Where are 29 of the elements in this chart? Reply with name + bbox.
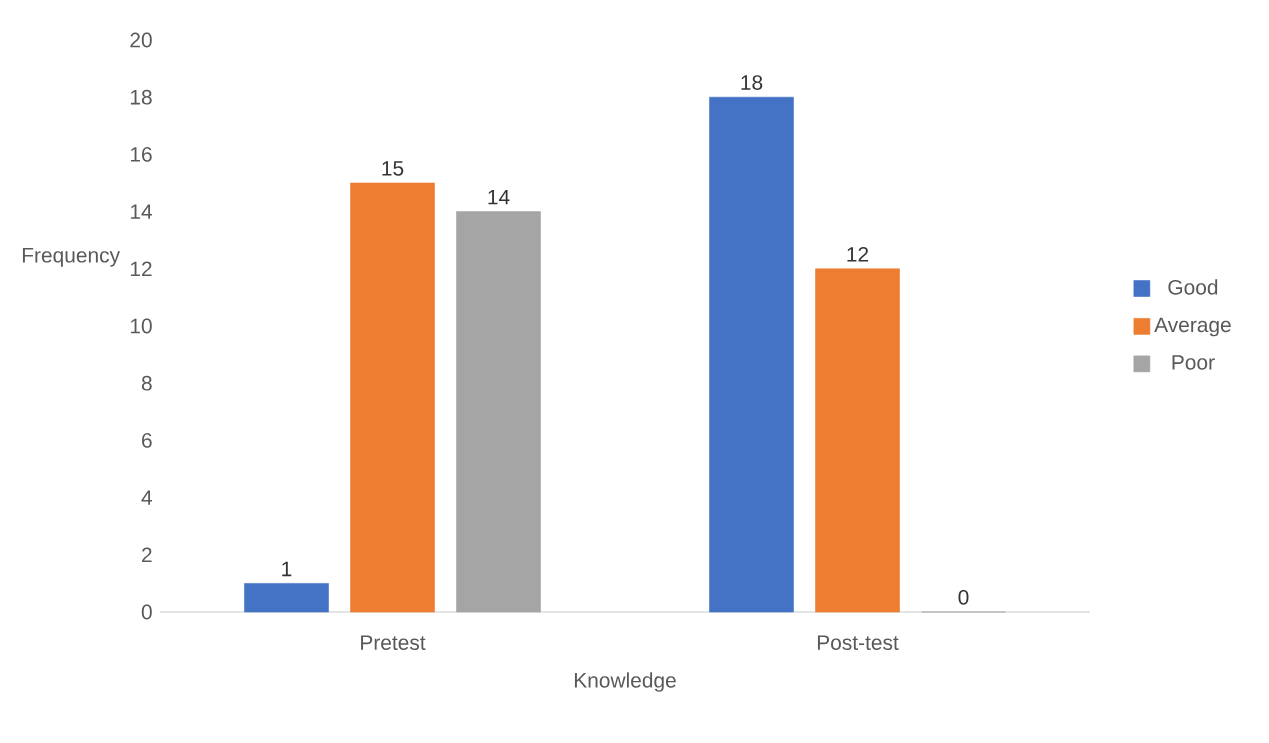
bar — [815, 268, 900, 613]
y-tick-label: 8 — [141, 375, 152, 391]
y-tick-label: 12 — [130, 261, 152, 277]
data-label: 14 — [488, 189, 510, 205]
x-axis-title: Knowledge — [574, 672, 676, 692]
bar — [350, 182, 435, 613]
data-label: 18 — [741, 75, 763, 90]
y-tick-label: 14 — [130, 204, 152, 219]
bar — [456, 211, 541, 613]
legend-label: Good — [1168, 279, 1218, 295]
x-tick-label: Pretest — [361, 635, 426, 650]
y-tick-label: 16 — [130, 147, 152, 162]
y-tick-label: 0 — [141, 604, 152, 620]
data-label: 15 — [382, 161, 404, 176]
y-tick-label: 4 — [141, 490, 152, 505]
data-label: 1 — [282, 561, 292, 577]
y-tick-label: 10 — [130, 318, 152, 334]
y-tick-label: 18 — [130, 89, 152, 105]
bar — [709, 96, 794, 613]
y-tick-label: 6 — [142, 433, 152, 448]
bar — [244, 583, 329, 613]
legend-label: Average — [1154, 317, 1231, 337]
x-tick-label: Post-test — [817, 635, 899, 650]
y-tick-label: 20 — [130, 32, 152, 48]
data-label: 0 — [958, 589, 969, 605]
y-axis-title: Frequency — [22, 248, 121, 267]
legend-label: Poor — [1172, 355, 1215, 370]
data-label: 12 — [847, 246, 869, 262]
y-tick-label: 2 — [142, 547, 152, 563]
